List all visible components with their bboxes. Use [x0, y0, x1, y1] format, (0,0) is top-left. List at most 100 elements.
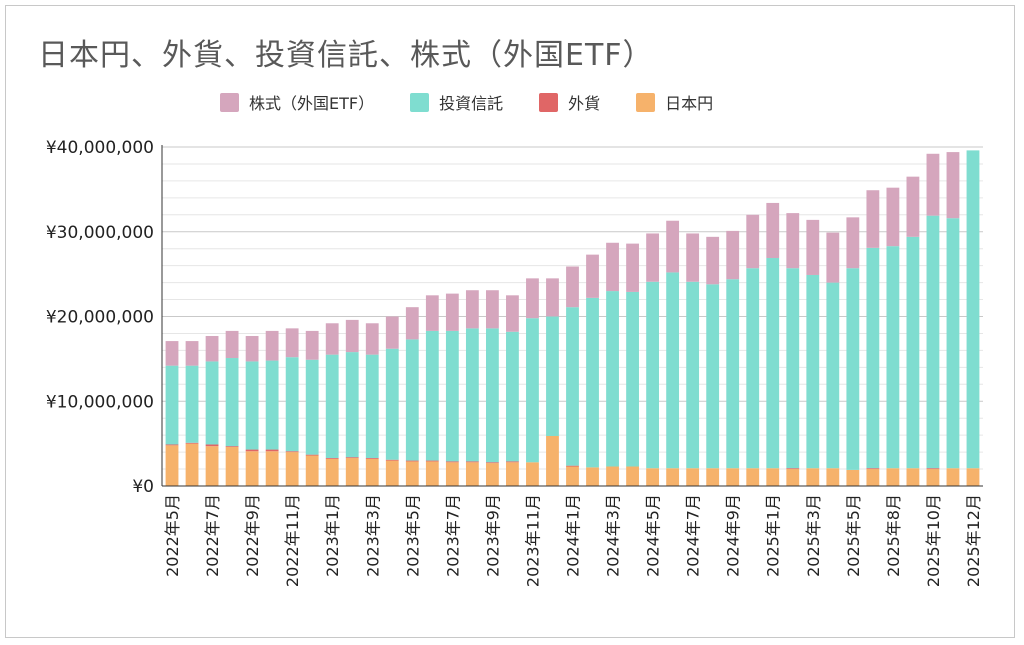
bar-segment-series-2 — [445, 330, 459, 462]
bar-segment-series-2 — [966, 150, 980, 469]
bar-segment-series-1 — [566, 465, 579, 467]
bar-segment-series-3 — [485, 290, 499, 329]
legend-item-jpy[interactable]: 日本円 — [636, 90, 713, 114]
bar-segment-series-2 — [465, 328, 479, 462]
bar-segment-series-0 — [846, 469, 860, 486]
legend-item-stocks[interactable]: 株式（外国ETF） — [220, 90, 374, 114]
bar-segment-series-0 — [626, 466, 639, 486]
bar-segment-series-2 — [205, 361, 219, 445]
bar-segment-series-3 — [606, 242, 619, 292]
bar-segment-series-3 — [806, 219, 820, 275]
bar-segment-series-0 — [766, 468, 780, 486]
y-tick-label: ¥10,000,000 — [46, 392, 154, 412]
legend-swatch-foreign-currency — [539, 92, 559, 112]
bar-segment-series-3 — [846, 217, 860, 269]
bar-segment-series-0 — [606, 466, 619, 486]
bar-segment-series-0 — [265, 451, 279, 486]
bar-segment-series-0 — [886, 468, 900, 486]
bar-segment-series-0 — [546, 435, 559, 486]
legend-swatch-stocks — [220, 92, 239, 112]
bar-segment-series-2 — [726, 279, 740, 469]
x-tick-label: 2024年9月 — [724, 494, 743, 577]
bar-segment-series-2 — [325, 354, 339, 459]
x-tick-label: 2023年1月 — [323, 494, 342, 577]
bar-segment-series-0 — [786, 469, 800, 486]
x-tick-label: 2025年10月 — [924, 494, 943, 587]
x-tick-label: 2022年11月 — [283, 494, 302, 587]
bar-segment-series-3 — [365, 323, 379, 355]
bar-segment-series-0 — [506, 462, 519, 486]
bar-segment-series-0 — [245, 451, 259, 486]
legend-label-foreign-currency: 外貨 — [568, 94, 601, 113]
bar-segment-series-3 — [285, 328, 299, 358]
bar-segment-series-0 — [646, 468, 660, 486]
x-tick-label: 2023年9月 — [483, 494, 502, 577]
bar-segment-series-2 — [706, 284, 720, 469]
bar-segment-series-3 — [546, 278, 559, 317]
x-tick-label: 2023年11月 — [523, 494, 542, 587]
bar-segment-series-3 — [225, 330, 239, 359]
bar-segment-series-1 — [305, 454, 319, 456]
bar-segment-series-2 — [626, 291, 639, 467]
bar-segment-series-1 — [265, 449, 279, 452]
x-tick-label: 2024年1月 — [564, 494, 583, 577]
bar-segment-series-2 — [846, 268, 860, 470]
bar-segment-series-2 — [946, 218, 960, 469]
bar-segment-series-2 — [345, 352, 359, 458]
bar-segment-series-0 — [826, 468, 840, 486]
bar-segment-series-0 — [165, 445, 179, 486]
bar-segment-series-0 — [746, 468, 760, 486]
bar-segment-series-2 — [185, 365, 199, 443]
bar-segment-series-2 — [646, 281, 660, 469]
bar-segment-series-0 — [666, 468, 680, 486]
legend-label-stocks: 株式（外国ETF） — [249, 94, 375, 113]
bar-segment-series-3 — [886, 187, 900, 247]
bar-segment-series-3 — [405, 307, 419, 340]
bar-segment-series-3 — [526, 278, 539, 319]
bar-segment-series-3 — [826, 232, 840, 283]
bar-segment-series-3 — [766, 202, 780, 259]
legend-label-jpy: 日本円 — [665, 94, 714, 113]
bar-segment-series-0 — [345, 458, 359, 486]
bar-segment-series-1 — [385, 459, 399, 461]
y-tick-label: ¥20,000,000 — [46, 308, 154, 328]
bar-segment-series-1 — [205, 444, 219, 447]
bar-segment-series-2 — [485, 328, 499, 463]
bar-segment-series-0 — [445, 462, 459, 486]
bar-segment-series-2 — [666, 272, 680, 469]
bar-segment-series-2 — [425, 330, 439, 461]
legend-item-funds[interactable]: 投資信託 — [410, 90, 503, 114]
bar-segment-series-0 — [866, 469, 880, 486]
x-tick-label: 2024年7月 — [684, 494, 703, 577]
bar-segment-series-2 — [746, 268, 760, 469]
chart-legend: 株式（外国ETF） 投資信託 外貨 日本円 — [220, 90, 749, 114]
bar-segment-series-0 — [325, 458, 339, 486]
bar-segment-series-0 — [385, 460, 399, 486]
x-tick-label: 2022年9月 — [243, 494, 262, 577]
bar-segment-series-2 — [586, 297, 599, 468]
bar-segment-series-2 — [265, 360, 279, 450]
bar-segment-series-0 — [305, 455, 319, 486]
bar-segment-series-1 — [285, 451, 299, 453]
legend-swatch-funds — [410, 92, 430, 112]
bar-segment-series-2 — [385, 348, 399, 460]
bar-segment-series-3 — [946, 152, 960, 219]
bar-segment-series-2 — [285, 357, 299, 452]
bar-segment-series-3 — [926, 153, 940, 216]
bar-segment-series-1 — [445, 461, 459, 463]
x-tick-label: 2023年7月 — [443, 494, 462, 577]
bar-segment-series-0 — [946, 468, 960, 486]
bar-segment-series-3 — [586, 254, 599, 298]
legend-item-foreign-currency[interactable]: 外貨 — [539, 90, 600, 114]
x-tick-label: 2022年5月 — [163, 494, 182, 577]
bar-segment-series-0 — [706, 468, 720, 486]
x-tick-label: 2025年1月 — [764, 494, 783, 577]
y-tick-label: ¥30,000,000 — [46, 223, 154, 243]
bar-segment-series-1 — [405, 460, 419, 462]
bar-segment-series-2 — [766, 258, 780, 469]
bar-segment-series-3 — [325, 323, 339, 355]
bar-segment-series-2 — [526, 318, 539, 463]
bar-segment-series-1 — [506, 461, 519, 463]
bar-segment-series-3 — [906, 176, 920, 237]
